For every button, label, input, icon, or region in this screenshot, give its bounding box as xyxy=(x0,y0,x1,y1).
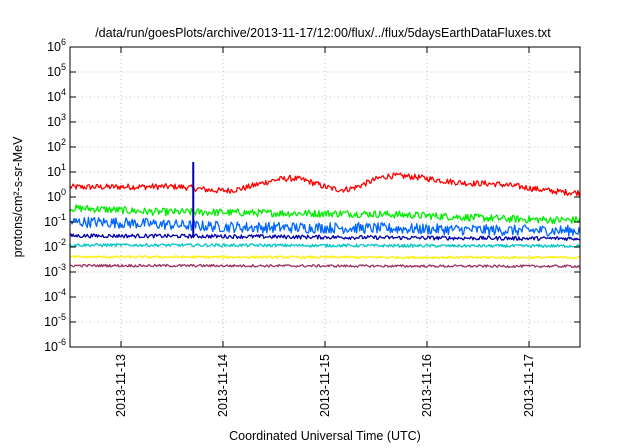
x-tick-label: 2013-11-15 xyxy=(318,354,332,417)
y-tick-label: 104 xyxy=(47,87,66,104)
y-tick-label: 10-1 xyxy=(44,212,66,229)
x-tick-label: 2013-11-16 xyxy=(420,354,434,417)
y-tick-labels: 10-6 10-5 10-4 10-3 10-2 10-1 100 101 102 103 104 1… xyxy=(44,37,66,354)
y-axis-label: protons/cm²-s-sr-MeV xyxy=(11,136,25,258)
series-line-2 xyxy=(69,204,581,225)
y-tick-label: 103 xyxy=(47,112,66,129)
y-tick-label: 10-4 xyxy=(44,287,66,304)
x-tick-label: 2013-11-14 xyxy=(216,354,230,417)
x-tick-label: 2013-11-17 xyxy=(522,354,536,417)
y-tick-label: 101 xyxy=(47,162,66,179)
chart-title: /data/run/goesPlots/archive/2013-11-17/1… xyxy=(95,26,551,40)
y-tick-label: 106 xyxy=(47,37,66,54)
y-tick-label: 102 xyxy=(47,137,66,154)
grid xyxy=(70,47,580,347)
y-tick-label: 105 xyxy=(47,62,66,79)
series-line-7 xyxy=(69,263,581,269)
y-tick-label: 10-6 xyxy=(44,337,66,354)
x-tick-labels: 2013-11-13 2013-11-14 2013-11-15 2013-11-16… xyxy=(114,354,536,417)
y-tick-label: 100 xyxy=(47,187,66,204)
series-group xyxy=(69,162,581,269)
x-tick-label: 2013-11-13 xyxy=(114,354,128,417)
series-line-4 xyxy=(69,233,581,242)
y-tick-label: 10-2 xyxy=(44,237,66,254)
series-line-5 xyxy=(69,242,581,249)
y-tick-label: 10-3 xyxy=(44,262,66,279)
x-axis-label: Coordinated Universal Time (UTC) xyxy=(229,429,421,443)
series-line-3 xyxy=(69,216,581,237)
ticks xyxy=(70,46,580,348)
series-line-1 xyxy=(69,172,581,197)
y-tick-label: 10-5 xyxy=(44,312,66,329)
series-line-6 xyxy=(69,255,581,260)
